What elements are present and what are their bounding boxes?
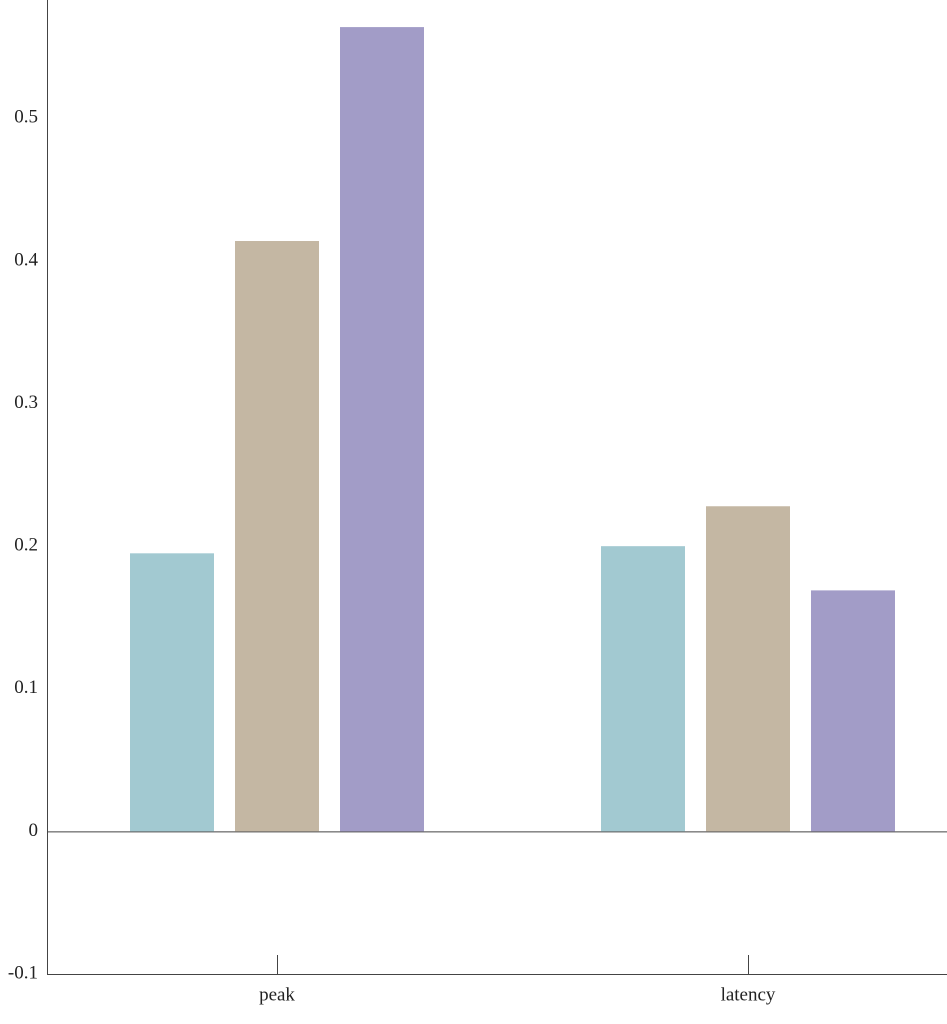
bar <box>130 553 214 832</box>
y-tick-label: 0 <box>29 820 39 841</box>
y-tick-label: 0.3 <box>14 392 38 413</box>
bar <box>340 27 424 832</box>
bar <box>706 506 790 832</box>
bar <box>601 546 685 832</box>
x-tick-label: latency <box>721 984 776 1005</box>
y-tick-label: 0.4 <box>14 249 38 270</box>
y-tick-label: 0.5 <box>14 107 38 128</box>
bar <box>811 590 895 832</box>
y-tick-label: 0.1 <box>14 677 38 698</box>
x-tick-label: peak <box>259 984 295 1005</box>
y-tick-label: 0.2 <box>14 535 38 556</box>
y-tick-label: -0.1 <box>8 962 38 983</box>
bar <box>235 241 319 832</box>
